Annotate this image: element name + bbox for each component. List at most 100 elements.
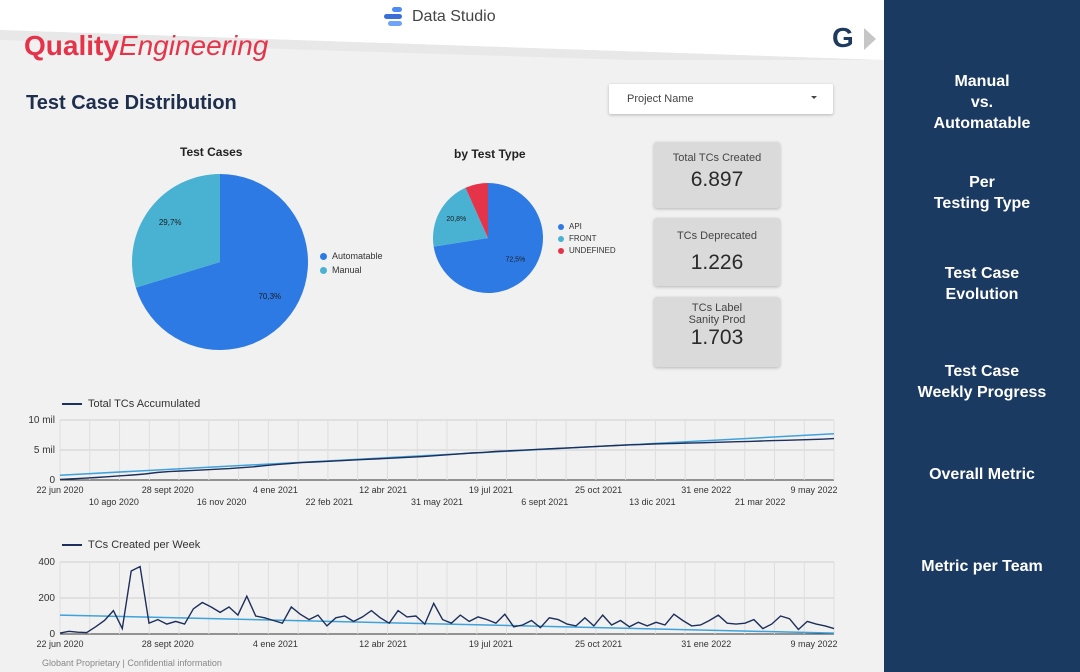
x-tick-label: 25 oct 2021 xyxy=(575,485,622,495)
pie-slice[interactable] xyxy=(135,174,308,350)
kpi-value: 1.703 xyxy=(690,326,744,349)
page-title: Test Case Distribution xyxy=(26,92,237,114)
chart-total-accumulated: 0 5 mil 10 mil 22 jun 2020 28 sept 2020 4 ene… xyxy=(28,415,837,507)
y-tick-label: 5 mil xyxy=(34,445,55,456)
sidebar-item-label: Per xyxy=(969,174,995,191)
x-tick-label: 9 may 2022 xyxy=(790,485,837,495)
legend-created-per-week[interactable]: TCs Created per Week xyxy=(62,539,200,551)
series-line[interactable] xyxy=(59,565,835,634)
legend-label: API xyxy=(569,222,582,231)
legend-label: Automatable xyxy=(332,251,383,261)
x-tick-label: 10 ago 2020 xyxy=(89,497,139,507)
kpi-total-tcs-created: Total TCs Created 6.897 xyxy=(654,142,780,208)
x-tick-label: 22 feb 2021 xyxy=(306,497,354,507)
x-tick-label: 31 ene 2022 xyxy=(681,485,731,495)
y-tick-label: 200 xyxy=(38,593,55,604)
pie-test-cases: 70,3% 29,7% xyxy=(132,174,308,350)
x-tick-label: 25 oct 2021 xyxy=(575,639,622,649)
sidebar-item-label: Testing Type xyxy=(933,195,1031,212)
x-tick-label: 12 abr 2021 xyxy=(359,639,407,649)
x-tick-label: 22 jun 2020 xyxy=(36,485,83,495)
sidebar-item-label: Overall Metric xyxy=(929,466,1035,483)
x-tick-label: 4 ene 2021 xyxy=(253,639,298,649)
sidebar-item-label: Weekly Progress xyxy=(917,384,1047,401)
footer-note: Globant Proprietary | Confidential infor… xyxy=(42,658,222,668)
dashboard-canvas: Data Studio QualityEngineering G Test Ca… xyxy=(0,0,884,672)
sidebar-item-label: Manual xyxy=(954,73,1010,90)
pie-slice-label: 29,7% xyxy=(159,218,182,227)
legend-swatch xyxy=(62,403,82,405)
kpi-tcs-deprecated: TCs Deprecated 1.226 xyxy=(654,218,780,286)
legend-api[interactable]: API xyxy=(558,222,582,231)
x-tick-label: 31 may 2021 xyxy=(411,497,463,507)
pie-slice-label: 72,5% xyxy=(505,256,525,263)
pie-test-cases-title: Test Cases xyxy=(180,145,243,159)
header-band xyxy=(0,0,884,60)
pie-test-type: 72,5% 20,8% xyxy=(433,183,543,293)
x-tick-label: 9 may 2022 xyxy=(790,639,837,649)
x-tick-label: 21 mar 2022 xyxy=(735,497,786,507)
sidebar-item-test-case-evolution[interactable]: Test Case Evolution xyxy=(884,263,1080,305)
sidebar-item-label: Test Case xyxy=(944,363,1020,380)
legend-dot xyxy=(558,235,564,242)
legend-front[interactable]: FRONT xyxy=(558,234,597,243)
data-studio-icon xyxy=(382,6,404,28)
legend-label: Total TCs Accumulated xyxy=(88,398,201,410)
pie-slice[interactable] xyxy=(132,174,220,288)
sidebar-item-metric-per-team[interactable]: Metric per Team xyxy=(884,556,1080,577)
sidebar-item-manual-vs-automatable[interactable]: Manual vs. Automatable xyxy=(884,71,1080,134)
x-tick-label: 28 sept 2020 xyxy=(142,639,194,649)
project-name-filter-label: Project Name xyxy=(627,93,694,105)
brand-bold: Quality xyxy=(24,30,119,61)
legend-undefined[interactable]: UNDEFINED xyxy=(558,246,616,255)
kpi-label: Total TCs Created xyxy=(672,152,762,164)
project-name-filter[interactable]: Project Name xyxy=(609,84,833,114)
legend-label: FRONT xyxy=(569,234,597,243)
x-tick-label: 31 ene 2022 xyxy=(681,639,731,649)
legend-total-accumulated[interactable]: Total TCs Accumulated xyxy=(62,398,200,410)
globant-logo: G xyxy=(832,22,854,53)
legend-label: UNDEFINED xyxy=(569,246,616,255)
globant-arrow-icon xyxy=(864,28,876,50)
data-studio-title: Data Studio xyxy=(382,6,496,28)
legend-automatable[interactable]: Automatable xyxy=(320,251,383,261)
legend-dot xyxy=(558,223,564,230)
y-tick-label: 0 xyxy=(49,629,55,640)
x-tick-label: 19 jul 2021 xyxy=(469,639,513,649)
legend-dot xyxy=(558,247,564,254)
sidebar-item-label: Automatable xyxy=(933,115,1031,132)
pie-slice[interactable] xyxy=(433,183,543,293)
brand-italic: Engineering xyxy=(118,30,269,61)
sidebar-item-label: vs. xyxy=(970,94,994,111)
legend-manual[interactable]: Manual xyxy=(320,265,362,275)
y-tick-label: 400 xyxy=(38,557,55,568)
x-tick-label: 22 jun 2020 xyxy=(36,639,83,649)
x-tick-label: 13 dic 2021 xyxy=(629,497,676,507)
kpi-value: 6.897 xyxy=(690,168,744,191)
sidebar-item-overall-metric[interactable]: Overall Metric xyxy=(884,464,1080,485)
sidebar-item-per-testing-type[interactable]: Per Testing Type xyxy=(884,172,1080,214)
pie-slice[interactable] xyxy=(465,183,488,238)
pie-slice[interactable] xyxy=(433,187,488,247)
data-studio-label: Data Studio xyxy=(412,8,496,25)
pie-slice-label: 70,3% xyxy=(258,292,281,301)
pie-slice-label: 20,8% xyxy=(446,216,466,223)
sidebar-nav: Manual vs. Automatable Per Testing Type … xyxy=(884,0,1080,672)
kpi-value: 1.226 xyxy=(690,251,744,274)
pie-test-type-title: by Test Type xyxy=(454,147,526,161)
kpi-tcs-sanity-prod: TCs Label Sanity Prod 1.703 xyxy=(654,297,780,367)
x-tick-label: 28 sept 2020 xyxy=(142,485,194,495)
legend-dot xyxy=(320,252,327,260)
x-tick-label: 4 ene 2021 xyxy=(253,485,298,495)
chevron-down-icon xyxy=(811,96,817,99)
sidebar-item-label: Metric per Team xyxy=(921,558,1043,575)
sidebar-item-weekly-progress[interactable]: Test Case Weekly Progress xyxy=(884,361,1080,403)
y-tick-label: 10 mil xyxy=(28,415,55,426)
x-tick-label: 12 abr 2021 xyxy=(359,485,407,495)
chart-created-per-week: 0 200 400 22 jun 2020 28 sept 2020 4 ene 2021… xyxy=(36,557,837,649)
legend-swatch xyxy=(62,544,82,546)
series-line[interactable] xyxy=(59,437,835,481)
legend-dot xyxy=(320,266,327,274)
x-tick-label: 16 nov 2020 xyxy=(197,497,247,507)
x-tick-label: 19 jul 2021 xyxy=(469,485,513,495)
